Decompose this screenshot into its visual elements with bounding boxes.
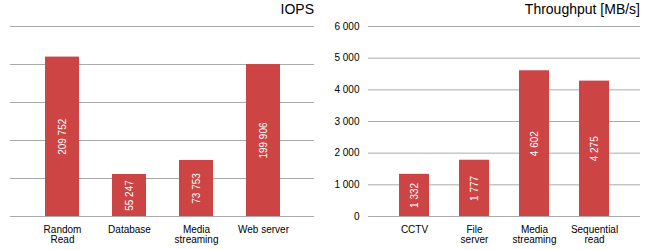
svg-text:199 906: 199 906 <box>258 122 269 159</box>
svg-text:Fileserver: Fileserver <box>461 224 489 245</box>
svg-text:0: 0 <box>354 211 360 222</box>
svg-text:Web server: Web server <box>238 224 290 235</box>
svg-text:5 000: 5 000 <box>334 52 359 63</box>
svg-text:209 752: 209 752 <box>57 118 68 155</box>
svg-text:1 000: 1 000 <box>334 179 359 190</box>
svg-text:4 602: 4 602 <box>529 131 540 156</box>
svg-text:73 753: 73 753 <box>191 173 202 204</box>
html-text:Throughput [MB/s]: Throughput [MB/s] <box>524 1 640 17</box>
svg-text:Database: Database <box>108 224 151 235</box>
svg-text:CCTV: CCTV <box>401 224 429 235</box>
svg-text:2 000: 2 000 <box>334 147 359 158</box>
svg-text:Mediastreaming: Mediastreaming <box>513 224 557 245</box>
svg-text:55 247: 55 247 <box>124 180 135 211</box>
svg-text:3 000: 3 000 <box>334 116 359 127</box>
svg-text:4 000: 4 000 <box>334 84 359 95</box>
svg-text:1 332: 1 332 <box>409 182 420 207</box>
svg-text:Sequentialread: Sequentialread <box>571 224 618 245</box>
svg-text:4 275: 4 275 <box>589 136 600 161</box>
svg-text:6 000: 6 000 <box>334 21 359 32</box>
html-text:IOPS: IOPS <box>280 1 314 17</box>
svg-text:Mediastreaming: Mediastreaming <box>175 224 219 245</box>
svg-text:RandomRead: RandomRead <box>44 224 82 245</box>
svg-text:1 777: 1 777 <box>469 175 480 200</box>
